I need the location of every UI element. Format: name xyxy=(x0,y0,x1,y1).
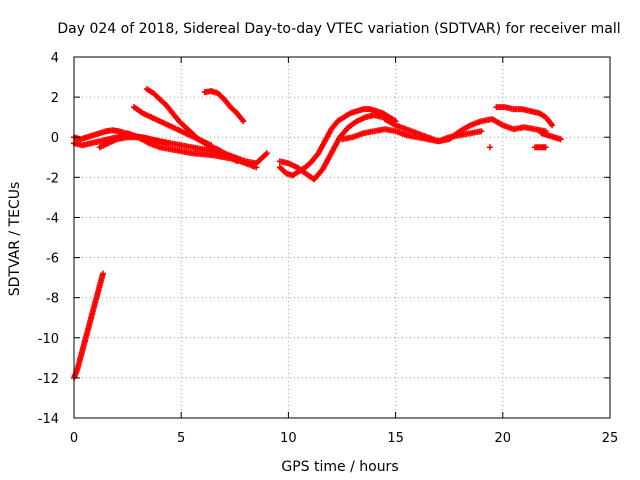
data-point xyxy=(253,164,260,171)
x-tick-label: 15 xyxy=(387,431,404,446)
x-tick-label: 5 xyxy=(177,431,185,446)
y-tick-label: -8 xyxy=(46,292,59,307)
axis-ticks: 0 5 10 15 20 25 -14 -12 -10 -8 -6 -4 -2 0 2 4 xyxy=(38,51,619,446)
series-track-o xyxy=(486,144,493,151)
y-tick-label: -2 xyxy=(46,171,59,186)
y-tick-label: -6 xyxy=(46,252,59,267)
data-point xyxy=(208,142,215,149)
y-axis-label: SDTVAR / TECUs xyxy=(7,182,23,297)
data-point xyxy=(99,270,106,277)
data-point xyxy=(478,128,485,135)
series-track-i xyxy=(276,112,386,183)
x-tick-label: 20 xyxy=(495,431,512,446)
x-tick-label: 0 xyxy=(70,431,78,446)
data-point xyxy=(263,150,270,157)
x-tick-label: 10 xyxy=(280,431,297,446)
series-track-g xyxy=(201,88,247,125)
series-track-m xyxy=(538,130,564,143)
data-point xyxy=(240,118,247,125)
series-track-k xyxy=(381,116,549,145)
x-tick-label: 25 xyxy=(602,431,619,446)
plot-frame xyxy=(73,56,611,419)
series-track-l xyxy=(493,104,556,129)
series-track-n xyxy=(531,144,549,151)
chart-title: Day 024 of 2018, Sidereal Day-to-day VTE… xyxy=(57,21,620,37)
y-tick-label: -12 xyxy=(38,372,59,387)
data-point xyxy=(233,158,240,165)
data-point xyxy=(557,136,564,143)
y-tick-label: 2 xyxy=(51,91,59,106)
series-track-e xyxy=(143,86,240,165)
x-axis-label: GPS time / hours xyxy=(281,459,398,475)
data-point xyxy=(549,122,556,129)
y-tick-label: -14 xyxy=(38,412,59,427)
data-point xyxy=(542,144,549,151)
y-tick-label: -10 xyxy=(38,332,59,347)
data-point xyxy=(486,144,493,151)
series-track-d xyxy=(124,130,260,171)
y-tick-label: -4 xyxy=(46,211,59,226)
series-track-f xyxy=(131,104,215,149)
y-tick-label: 4 xyxy=(51,51,59,66)
data-marks xyxy=(71,86,564,381)
y-tick-label: 0 xyxy=(51,131,59,146)
